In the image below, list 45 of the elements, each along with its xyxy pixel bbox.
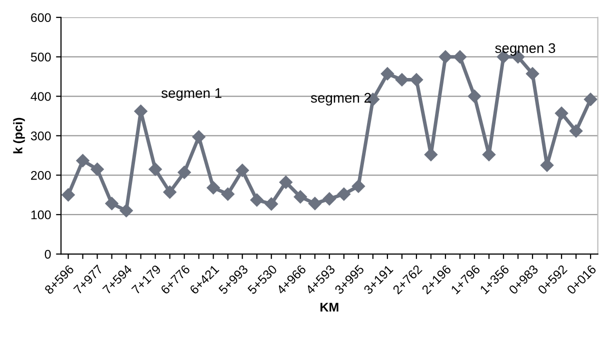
- point: [250, 193, 264, 207]
- point: [134, 104, 148, 118]
- point: [206, 181, 220, 194]
- y-tick-label: 400: [30, 92, 51, 101]
- point: [192, 130, 206, 144]
- point: [438, 50, 452, 64]
- point: [264, 197, 278, 211]
- y-tick-label: 100: [31, 210, 51, 220]
- point: [453, 50, 467, 64]
- point: [236, 164, 249, 178]
- point: [120, 204, 133, 218]
- y-tick-label: 0: [44, 250, 51, 259]
- y-tick-label: 300: [30, 132, 51, 140]
- point: [380, 67, 394, 80]
- y-tick-label: 600: [31, 13, 51, 22]
- y-axis-title: k (pci): [13, 118, 25, 154]
- point: [569, 124, 583, 138]
- x-axis-title: KM: [320, 302, 338, 312]
- point: [554, 106, 568, 120]
- point: [294, 190, 307, 204]
- point: [148, 162, 162, 176]
- point: [62, 188, 75, 202]
- point: [221, 188, 234, 201]
- point: [395, 73, 409, 86]
- point: [178, 166, 191, 179]
- point: [76, 154, 90, 168]
- point: [424, 148, 438, 162]
- point: [90, 162, 104, 176]
- point: [279, 176, 292, 189]
- point: [526, 67, 540, 80]
- point: [410, 73, 424, 86]
- point: [105, 196, 118, 210]
- point: [337, 188, 350, 201]
- annotation: segmen 2: [310, 92, 371, 106]
- point: [482, 148, 496, 162]
- point: [352, 180, 366, 193]
- point: [468, 90, 482, 103]
- annotation: segmen 1: [161, 88, 222, 101]
- annotation: segmen 3: [495, 43, 556, 56]
- point: [308, 196, 322, 210]
- y-tick-label: 500: [30, 52, 51, 62]
- point: [163, 186, 176, 199]
- point: [322, 192, 336, 206]
- y-tick-label: 200: [31, 170, 51, 180]
- point: [584, 92, 598, 106]
